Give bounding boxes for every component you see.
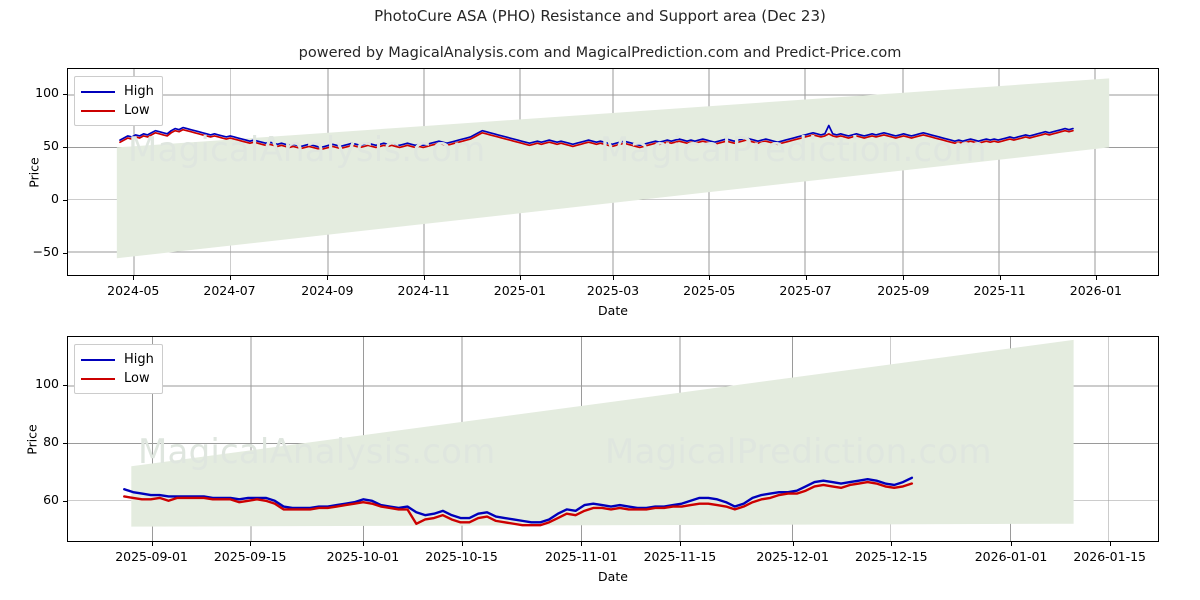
x-tick-mark (461, 542, 463, 546)
y-tick-label: −50 (32, 243, 59, 259)
x-tick-mark (362, 542, 364, 546)
x-tick-mark (679, 542, 681, 546)
x-tick-mark (327, 276, 329, 280)
y-tick-label: 80 (43, 434, 59, 450)
page-title: PhotoCure ASA (PHO) Resistance and Suppo… (374, 7, 826, 25)
overview-plot-svg (68, 69, 1158, 275)
y-tick-mark (63, 385, 67, 387)
x-tick-label: 2025-11-01 (544, 549, 618, 564)
detail-plot-svg (68, 337, 1158, 541)
x-tick-label: 2025-10-01 (326, 549, 400, 564)
x-tick-label: 2025-12-15 (854, 549, 928, 564)
legend-swatch-high (81, 90, 115, 93)
x-tick-mark (151, 542, 153, 546)
x-tick-label: 2025-09-01 (115, 549, 188, 564)
overview-chart-panel (67, 68, 1159, 276)
x-tick-mark (709, 276, 711, 280)
y-tick-label: 100 (35, 85, 59, 101)
x-tick-label: 2024-07 (203, 283, 256, 298)
x-tick-label: 2024-11 (397, 283, 450, 298)
y-tick-mark (63, 94, 67, 96)
x-tick-mark (1109, 542, 1111, 546)
legend-swatch-high (81, 358, 115, 361)
x-tick-label: 2025-09 (877, 283, 930, 298)
y-tick-label: 50 (43, 138, 59, 154)
x-tick-label: 2025-07 (779, 283, 832, 298)
x-tick-mark (250, 542, 252, 546)
x-tick-mark (903, 276, 905, 280)
page-subtitle: powered by MagicalAnalysis.com and Magic… (298, 45, 902, 61)
detail-plot-area (67, 336, 1159, 542)
legend-swatch-low (81, 109, 115, 112)
y-tick-label: 60 (43, 492, 59, 508)
x-tick-label: 2025-10-15 (425, 549, 498, 564)
detail-legend: High Low (74, 344, 163, 394)
detail-x-axis-label: Date (598, 569, 628, 584)
x-tick-label: 2026-01-01 (974, 549, 1048, 564)
x-tick-mark (1095, 276, 1097, 280)
x-tick-mark (805, 276, 807, 280)
y-tick-mark (63, 252, 67, 254)
x-tick-label: 2025-03 (586, 283, 640, 298)
x-tick-label: 2025-11-15 (643, 549, 717, 564)
legend-row-high: High (81, 350, 154, 369)
x-tick-label: 2025-11 (973, 283, 1026, 298)
y-tick-mark (63, 443, 67, 445)
x-tick-label: 2025-01 (493, 283, 546, 298)
legend-row-high: High (81, 82, 154, 101)
y-tick-mark (63, 501, 67, 503)
legend-swatch-low (81, 377, 115, 380)
x-tick-mark (891, 542, 893, 546)
x-tick-mark (1011, 542, 1013, 546)
x-tick-label: 2025-09-15 (213, 549, 287, 564)
x-tick-mark (423, 276, 425, 280)
legend-label-low: Low (124, 103, 150, 118)
x-tick-mark (133, 276, 135, 280)
overview-plot-area (67, 68, 1159, 276)
x-tick-label: 2024-09 (301, 283, 354, 298)
legend-row-low: Low (81, 101, 154, 120)
x-tick-label: 2026-01-15 (1073, 549, 1146, 564)
y-tick-mark (63, 199, 67, 201)
x-tick-label: 2025-05 (683, 283, 736, 298)
y-tick-mark (63, 147, 67, 149)
detail-chart-panel (67, 336, 1159, 542)
legend-label-high: High (124, 352, 154, 367)
x-tick-label: 2026-01 (1069, 283, 1122, 298)
legend-label-high: High (124, 84, 154, 99)
x-tick-mark (613, 276, 614, 280)
x-tick-mark (519, 276, 521, 280)
overview-legend: High Low (74, 76, 163, 126)
legend-row-low: Low (81, 369, 154, 388)
x-tick-mark (229, 276, 231, 280)
y-tick-label: 0 (51, 190, 59, 206)
x-tick-label: 2025-12-01 (756, 549, 829, 564)
x-tick-label: 2024-05 (107, 283, 160, 298)
x-tick-mark (792, 542, 794, 546)
overview-x-axis-label: Date (598, 303, 628, 318)
x-tick-mark (999, 276, 1001, 280)
legend-label-low: Low (124, 371, 150, 386)
x-tick-mark (581, 542, 583, 546)
y-tick-label: 100 (35, 376, 59, 392)
